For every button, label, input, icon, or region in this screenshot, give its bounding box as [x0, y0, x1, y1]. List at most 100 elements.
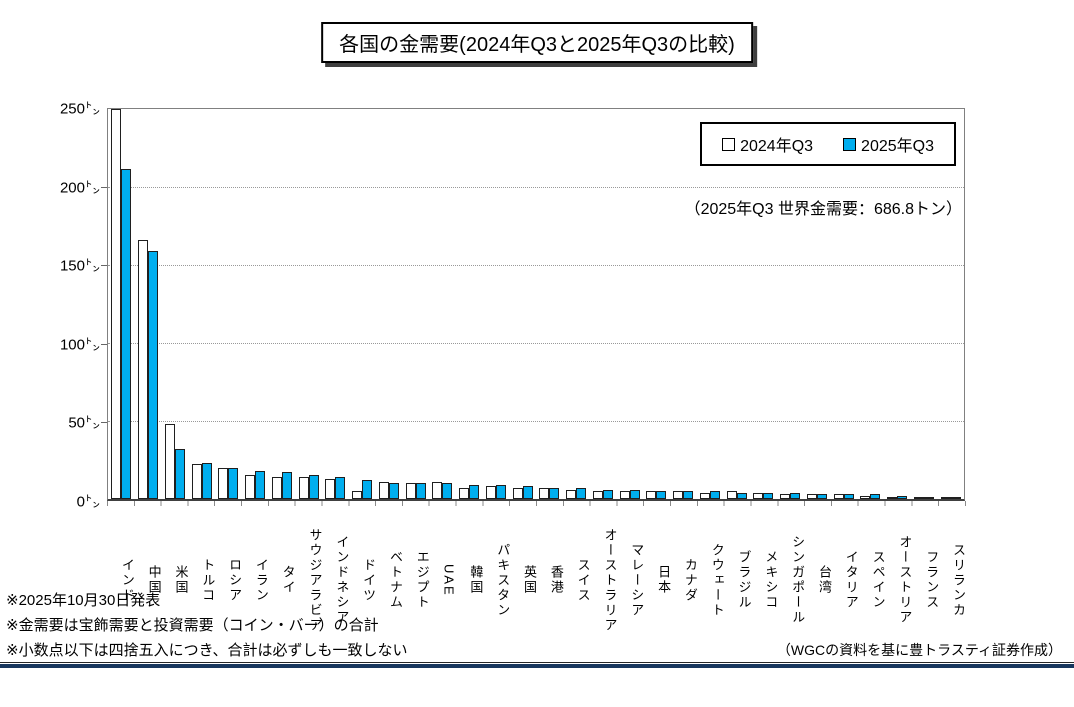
bar-2025-エジプト [415, 483, 426, 499]
x-label-英国: 英国 [522, 565, 537, 595]
bar-groups [108, 109, 964, 499]
bar-group-オーストリア [884, 109, 911, 499]
x-label-日本: 日本 [656, 565, 672, 595]
bar-group-フランス [911, 109, 938, 499]
x-label-インドネシア: インドネシア [334, 535, 350, 625]
x-label-エジプト: エジプト [414, 550, 430, 610]
x-label-タイ: タイ [280, 565, 296, 595]
bar-group-マレーシア [616, 109, 643, 499]
bar-2025-中国 [148, 251, 159, 499]
x-label-ベトナム: ベトナム [387, 550, 403, 610]
x-label-台湾: 台湾 [816, 565, 832, 595]
y-tick-label: 0㌧ [76, 493, 100, 511]
x-label-カナダ: カナダ [682, 557, 698, 603]
x-axis-labels: インド 中国 米国 トルコ ロシア イラン タイ サウジアラビア インドネシア ドイツ ベトナム エジ… [107, 510, 966, 650]
bar-2024-イラン [245, 475, 256, 499]
bar-2024-日本 [646, 491, 657, 499]
bar-2024-スイス [566, 490, 577, 499]
bar-group-スイス [563, 109, 590, 499]
bar-2025-スペイン [870, 494, 881, 499]
bar-group-サウジアラビア [295, 109, 322, 499]
legend-item-2024: 2024年Q3 [722, 132, 813, 156]
bar-group-台湾 [804, 109, 831, 499]
bar-group-ベトナム [376, 109, 403, 499]
bar-2025-クウェート [709, 491, 720, 499]
y-axis-tick [101, 265, 107, 267]
bar-2024-オーストラリア [592, 491, 603, 499]
bar-2024-カナダ [673, 491, 684, 499]
bar-2024-香港 [539, 488, 550, 499]
bar-2025-パキスタン [495, 485, 506, 499]
y-tick-label: 200㌧ [59, 179, 100, 197]
x-label-香港: 香港 [548, 565, 564, 595]
source-credit: （WGCの資料を基に豊トラスティ証券作成） [776, 642, 1062, 658]
bar-group-ロシア [215, 109, 242, 499]
bar-group-英国 [509, 109, 536, 499]
bar-2024-クウェート [699, 493, 710, 499]
bar-2024-米国 [164, 424, 175, 499]
footnote: ※小数点以下は四捨五入につき、合計は必ずしも一致しない [6, 642, 408, 659]
x-label-サウジアラビア: サウジアラビア [307, 527, 323, 633]
bar-2024-ブラジル [726, 491, 737, 499]
bar-2024-韓国 [459, 488, 470, 499]
legend-item-2025: 2025年Q3 [843, 132, 934, 156]
bar-2025-カナダ [683, 491, 694, 499]
bar-2025-米国 [174, 449, 185, 499]
bar-2025-オーストリア [897, 496, 908, 499]
bar-2025-インド [121, 169, 132, 499]
x-label-クウェート: クウェート [709, 542, 725, 618]
bar-2025-ベトナム [388, 483, 399, 499]
y-axis-labels: 250㌧ 200㌧ 150㌧ 100㌧ 50㌧ 0㌧ [0, 101, 100, 511]
bar-2024-サウジアラビア [298, 477, 309, 499]
bar-group-香港 [536, 109, 563, 499]
bar-2025-マレーシア [629, 490, 640, 499]
legend: 2024年Q3 2025年Q3 [700, 122, 956, 166]
bar-2024-タイ [271, 477, 282, 499]
bar-2024-ベトナム [378, 482, 389, 499]
bar-2024-台湾 [806, 494, 817, 499]
x-label-スリランカ: スリランカ [951, 542, 966, 618]
plot-area: 2024年Q3 2025年Q3 （2025年Q3 世界金需要：686.8トン） [107, 108, 965, 501]
bar-2025-日本 [656, 491, 667, 499]
bar-2025-台湾 [816, 494, 827, 499]
bar-2025-香港 [549, 488, 560, 499]
bar-group-UAE [429, 109, 456, 499]
bar-2024-トルコ [191, 464, 202, 499]
bar-2024-中国 [138, 240, 149, 499]
x-label-パキスタン: パキスタン [495, 542, 511, 618]
bar-2024-パキスタン [485, 486, 496, 499]
bar-2025-スイス [576, 488, 587, 499]
bar-2024-英国 [512, 488, 523, 499]
bar-2025-メキシコ [763, 493, 774, 499]
bar-2024-インドネシア [325, 479, 336, 499]
bar-group-カナダ [670, 109, 697, 499]
bar-2025-韓国 [469, 485, 480, 499]
footnote: ※2025年10月30日発表 [6, 592, 161, 609]
x-label-マレーシア: マレーシア [629, 542, 645, 618]
bar-2024-ドイツ [352, 491, 363, 499]
bar-group-スリランカ [937, 109, 964, 499]
gridline-50 [108, 421, 964, 422]
y-tick-label: 50㌧ [68, 414, 100, 432]
bar-2024-UAE [432, 482, 443, 499]
bar-2025-シンガポール [790, 493, 801, 499]
y-axis-tick [101, 186, 107, 188]
bar-group-エジプト [402, 109, 429, 499]
x-label-メキシコ: メキシコ [763, 550, 779, 610]
bar-2025-インドネシア [335, 477, 346, 499]
y-tick-label: 250㌧ [59, 100, 100, 118]
x-label-オーストラリア: オーストラリア [602, 527, 618, 633]
bar-group-イラン [242, 109, 269, 499]
gridline-150 [108, 265, 964, 266]
bar-2025-ブラジル [736, 493, 747, 499]
x-label-イラン: イラン [253, 557, 269, 603]
bar-2025-サウジアラビア [308, 475, 319, 499]
legend-swatch-2024-icon [722, 137, 736, 151]
legend-swatch-2025-icon [843, 137, 857, 151]
bottom-rule-thin [0, 662, 1074, 663]
bar-2024-インド [111, 109, 122, 499]
bar-2025-イラン [255, 471, 266, 499]
y-tick-label: 100㌧ [59, 336, 100, 354]
bar-2024-オーストリア [887, 497, 898, 499]
